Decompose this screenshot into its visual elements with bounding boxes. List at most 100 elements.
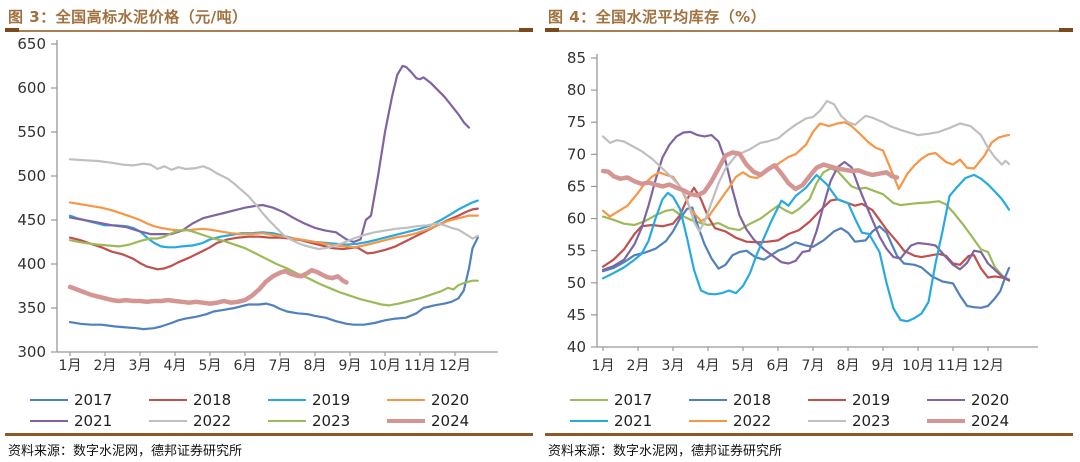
legend-label-2022: 2022 bbox=[733, 411, 772, 430]
series-line-2017 bbox=[68, 236, 479, 331]
x-axis-tick-label: 3月 bbox=[662, 358, 685, 374]
x-axis-tick-label: 1月 bbox=[592, 358, 615, 374]
y-axis-tick-label: 60 bbox=[567, 210, 586, 228]
legend-swatch-2023 bbox=[808, 419, 846, 422]
series-line-2020 bbox=[68, 201, 479, 249]
cement-price-line-chart: 650 600 550 500 450 400 350 300 1月 2月 3月 4月 5月 6月 7月 8月… bbox=[17, 35, 498, 374]
legend-item-2024: 2024 bbox=[927, 410, 1046, 431]
y-axis-tick-label: 50 bbox=[567, 274, 586, 292]
figure-4-panel: 图 4：全国水泥平均库存（%） 85 80 75 70 65 60 55 50 45 40 1月 2月… bbox=[540, 0, 1080, 462]
x-axis-tick-label: 5月 bbox=[199, 358, 222, 374]
legend-label-2021: 2021 bbox=[614, 411, 653, 430]
legend-item-2024: 2024 bbox=[387, 410, 506, 431]
x-axis-tick-label: 4月 bbox=[697, 358, 720, 374]
legend-item-2021: 2021 bbox=[570, 410, 689, 431]
legend-label-2019: 2019 bbox=[852, 390, 891, 409]
x-axis-tick-label: 4月 bbox=[164, 358, 187, 374]
figure-4-source: 资料来源：数字水泥网，德邦证券研究所 bbox=[548, 444, 783, 459]
series-line-2022 bbox=[68, 158, 479, 251]
legend-label-2018: 2018 bbox=[193, 390, 232, 409]
x-axis-tick-label: 11月 bbox=[937, 358, 969, 374]
y-axis-tick-label: 75 bbox=[567, 113, 586, 131]
figure-4-legend: 2017 2018 2019 2020 2021 2022 2023 2024 bbox=[570, 389, 1062, 431]
x-axis-tick-label: 1月 bbox=[59, 358, 82, 374]
legend-swatch-2022 bbox=[689, 419, 727, 422]
series-line-2024 bbox=[67, 267, 349, 306]
legend-swatch-2017 bbox=[30, 398, 68, 401]
series-line-2024 bbox=[600, 150, 900, 198]
series-line-2019 bbox=[601, 186, 1011, 282]
legend-item-2017: 2017 bbox=[30, 389, 149, 410]
legend-label-2022: 2022 bbox=[193, 411, 232, 430]
series-line-2018 bbox=[68, 207, 479, 271]
legend-label-2023: 2023 bbox=[852, 411, 891, 430]
legend-label-2017: 2017 bbox=[74, 390, 113, 409]
y-axis-tick-label: 650 bbox=[17, 35, 46, 53]
x-axis-tick-label: 10月 bbox=[369, 358, 401, 374]
y-axis-tick-label: 65 bbox=[567, 177, 586, 195]
legend-swatch-2018 bbox=[149, 398, 187, 401]
title-rule bbox=[545, 28, 1073, 32]
series-line-2020 bbox=[601, 130, 1011, 281]
x-axis-tick-label: 7月 bbox=[802, 358, 825, 374]
legend-label-2018: 2018 bbox=[733, 390, 772, 409]
y-axis-tick-label: 40 bbox=[567, 338, 586, 356]
legend-item-2020: 2020 bbox=[387, 389, 506, 410]
legend-swatch-2017 bbox=[570, 398, 608, 401]
legend-label-2020: 2020 bbox=[431, 390, 470, 409]
legend-label-2024: 2024 bbox=[971, 411, 1010, 430]
figure-3-legend: 2017 2018 2019 2020 2021 2022 2023 2024 bbox=[30, 389, 522, 431]
x-axis-tick-label: 6月 bbox=[767, 358, 790, 374]
legend-label-2024: 2024 bbox=[431, 411, 470, 430]
y-axis-tick-label: 55 bbox=[567, 242, 586, 260]
y-axis-tick-label: 450 bbox=[17, 211, 46, 229]
legend-swatch-2021 bbox=[30, 419, 68, 422]
figure-3-title: 图 3：全国高标水泥价格（元/吨） bbox=[8, 8, 248, 26]
legend-item-2017: 2017 bbox=[570, 389, 689, 410]
x-axis-tick-label: 11月 bbox=[404, 358, 436, 374]
legend-label-2021: 2021 bbox=[74, 411, 113, 430]
legend-label-2017: 2017 bbox=[614, 390, 653, 409]
title-rule bbox=[5, 28, 533, 32]
series-line-2023 bbox=[68, 228, 479, 307]
x-axis-tick-label: 5月 bbox=[732, 358, 755, 374]
legend-swatch-2024 bbox=[387, 418, 425, 423]
series-line-2021 bbox=[601, 173, 1011, 323]
legend-swatch-2022 bbox=[149, 419, 187, 422]
legend-item-2023: 2023 bbox=[268, 410, 387, 431]
x-axis-tick-label: 6月 bbox=[234, 358, 257, 374]
y-axis-tick-label: 350 bbox=[17, 299, 46, 317]
cement-inventory-line-chart: 85 80 75 70 65 60 55 50 45 40 1月 2月 3月 4月 5月 6月 7月 8月 9月 10… bbox=[567, 49, 1038, 374]
x-axis-tick-label: 8月 bbox=[304, 358, 327, 374]
x-axis-tick-label: 3月 bbox=[129, 358, 152, 374]
series-line-2018 bbox=[601, 206, 1011, 309]
legend-swatch-2023 bbox=[268, 419, 306, 422]
x-axis-tick-label: 8月 bbox=[837, 358, 860, 374]
x-axis-tick-label: 10月 bbox=[902, 358, 934, 374]
x-axis-tick-label: 2月 bbox=[94, 358, 117, 374]
source-rule bbox=[545, 433, 1073, 436]
x-axis-tick-label: 9月 bbox=[339, 358, 362, 374]
legend-swatch-2020 bbox=[927, 398, 965, 401]
figure-3-source: 资料来源：数字水泥网，德邦证券研究所 bbox=[8, 444, 243, 459]
y-axis-tick-label: 550 bbox=[17, 123, 46, 141]
y-axis-tick-label: 300 bbox=[17, 343, 46, 361]
x-axis-tick-label: 12月 bbox=[439, 358, 471, 374]
figure-4-title: 图 4：全国水泥平均库存（%） bbox=[548, 8, 767, 26]
x-axis-tick-label: 9月 bbox=[872, 358, 895, 374]
legend-item-2019: 2019 bbox=[268, 389, 387, 410]
source-rule bbox=[5, 433, 533, 436]
y-axis-tick-label: 80 bbox=[567, 81, 586, 99]
legend-swatch-2021 bbox=[570, 419, 608, 422]
legend-swatch-2019 bbox=[268, 398, 306, 401]
legend-label-2023: 2023 bbox=[312, 411, 351, 430]
legend-item-2018: 2018 bbox=[149, 389, 268, 410]
y-axis-tick-label: 70 bbox=[567, 145, 586, 163]
legend-item-2018: 2018 bbox=[689, 389, 808, 410]
y-axis-tick-label: 45 bbox=[567, 306, 586, 324]
legend-swatch-2018 bbox=[689, 398, 727, 401]
legend-item-2019: 2019 bbox=[808, 389, 927, 410]
legend-swatch-2019 bbox=[808, 398, 846, 401]
x-axis-tick-label: 7月 bbox=[269, 358, 292, 374]
